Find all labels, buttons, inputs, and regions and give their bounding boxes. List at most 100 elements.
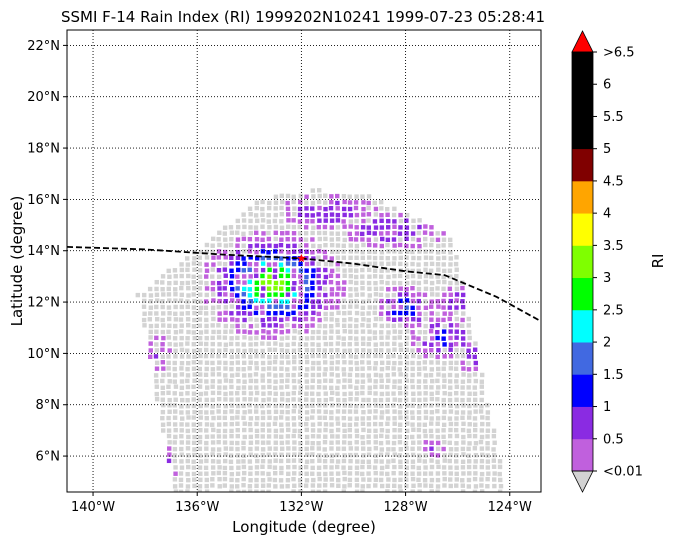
swath-pixel <box>467 422 472 427</box>
rain-pixel <box>392 219 397 224</box>
swath-pixel <box>429 410 435 415</box>
swath-pixel <box>416 385 422 390</box>
rain-pixel <box>247 279 253 285</box>
swath-pixel <box>273 391 278 396</box>
swath-pixel <box>266 403 271 408</box>
swath-pixel <box>185 384 191 390</box>
swath-pixel <box>254 477 259 483</box>
swath-pixel <box>329 410 334 415</box>
swath-pixel <box>410 446 415 452</box>
rain-pixel <box>298 286 303 291</box>
swath-pixel <box>291 489 296 492</box>
swath-pixel <box>178 342 184 347</box>
swath-pixel <box>198 378 203 384</box>
rain-pixel <box>435 317 441 322</box>
swath-pixel <box>404 459 409 464</box>
swath-pixel <box>335 416 340 421</box>
swath-pixel <box>447 372 453 378</box>
rain-pixel <box>273 304 278 309</box>
swath-pixel <box>404 378 410 383</box>
swath-pixel <box>354 483 360 488</box>
swath-pixel <box>179 262 184 267</box>
rain-pixel <box>298 317 303 322</box>
swath-pixel <box>292 428 297 434</box>
rain-pixel <box>429 452 435 457</box>
swath-pixel <box>423 286 429 291</box>
swath-pixel <box>341 489 347 492</box>
swath-pixel <box>235 427 240 433</box>
swath-pixel <box>448 385 453 390</box>
swath-pixel <box>460 379 466 384</box>
swath-pixel <box>491 447 496 452</box>
swath-pixel <box>423 433 428 439</box>
swath-pixel <box>392 416 397 421</box>
swath-pixel <box>198 353 203 359</box>
swath-pixel <box>260 373 265 378</box>
swath-pixel <box>329 440 334 445</box>
swath-pixel <box>454 471 459 477</box>
swath-pixel <box>423 279 428 285</box>
swath-pixel <box>373 342 378 347</box>
rain-pixel <box>361 212 366 217</box>
swath-pixel <box>297 428 303 434</box>
rain-pixel <box>260 293 265 298</box>
rain-pixel <box>422 341 427 346</box>
swath-pixel <box>347 342 352 347</box>
swath-pixel <box>336 397 341 403</box>
swath-pixel <box>311 477 316 483</box>
swath-pixel <box>417 397 422 403</box>
rain-pixel <box>454 298 459 303</box>
swath-pixel <box>404 483 409 489</box>
rain-pixel <box>429 342 434 347</box>
swath-pixel <box>429 237 435 242</box>
swath-pixel <box>167 397 172 403</box>
swath-pixel <box>298 390 303 396</box>
swath-pixel <box>286 427 291 433</box>
swath-pixel <box>373 384 378 390</box>
swath-pixel <box>379 471 384 476</box>
swath-pixel <box>436 243 441 249</box>
swath-pixel <box>273 458 278 463</box>
swath-pixel <box>179 267 185 273</box>
swath-pixel <box>423 267 428 273</box>
swath-pixel <box>241 483 246 488</box>
rain-pixel <box>254 273 259 279</box>
swath-pixel <box>197 465 203 470</box>
rain-pixel <box>323 267 328 273</box>
rain-pixel <box>241 256 246 261</box>
swath-pixel <box>266 397 272 402</box>
swath-pixel <box>154 304 159 310</box>
swath-pixel <box>322 372 327 377</box>
swath-pixel <box>454 347 459 353</box>
swath-pixel <box>417 329 422 335</box>
swath-pixel <box>454 483 459 488</box>
swath-pixel <box>173 342 178 347</box>
swath-pixel <box>366 205 371 211</box>
swath-pixel <box>297 409 303 414</box>
rain-pixel <box>422 292 428 298</box>
swath-pixel <box>360 484 365 489</box>
swath-pixel <box>210 305 216 310</box>
swath-pixel <box>366 459 371 464</box>
swath-pixel <box>185 280 191 286</box>
swath-pixel <box>404 347 410 353</box>
swath-pixel <box>186 477 191 483</box>
swath-pixel <box>179 452 184 457</box>
rain-pixel <box>316 280 321 285</box>
swath-pixel <box>342 484 347 489</box>
swath-pixel <box>417 404 422 409</box>
swath-pixel <box>172 336 178 341</box>
rain-pixel <box>304 329 309 334</box>
swath-pixel <box>341 465 346 470</box>
swath-pixel <box>497 489 503 492</box>
swath-pixel <box>341 415 347 421</box>
rain-pixel <box>473 360 478 366</box>
swath-pixel <box>316 230 322 236</box>
rain-pixel <box>422 230 428 235</box>
rain-pixel <box>379 225 385 230</box>
swath-pixel <box>441 415 447 421</box>
swath-pixel <box>379 465 385 471</box>
swath-pixel <box>479 471 485 477</box>
swath-pixel <box>210 483 215 488</box>
rain-pixel <box>292 243 297 249</box>
